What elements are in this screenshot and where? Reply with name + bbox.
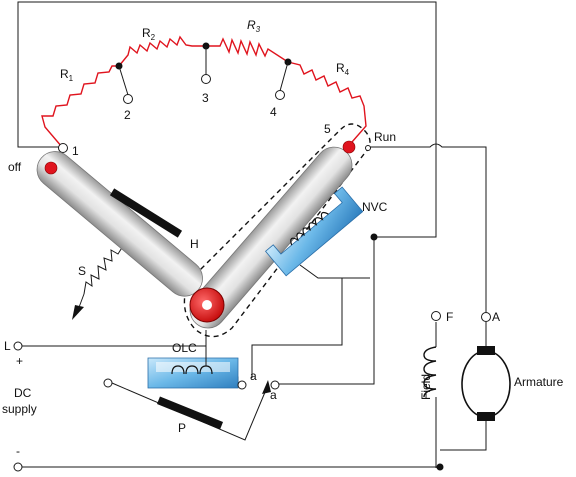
wire-pressure <box>111 382 269 441</box>
wire-armature-bottom <box>440 417 487 451</box>
plus-label: + <box>16 354 23 368</box>
olc-coil <box>147 346 239 389</box>
stud-5-label: 5 <box>324 122 331 136</box>
contact-a2-label: a <box>270 388 277 402</box>
stud-4-label: 4 <box>270 105 277 119</box>
handle-contact-off <box>44 161 58 175</box>
field-coil <box>423 346 437 398</box>
stud-2-terminal <box>123 94 133 104</box>
tap-lead <box>118 65 129 96</box>
armature <box>461 312 511 421</box>
armature-body <box>461 350 511 418</box>
stud-4-terminal <box>275 90 285 100</box>
wire-nvc-bus <box>279 237 375 385</box>
pressure-label: P <box>178 421 186 435</box>
pressure-lever <box>156 396 224 430</box>
armature-brush-bottom <box>477 412 495 421</box>
line-label: L <box>4 339 11 353</box>
handle-arm-left <box>36 151 203 297</box>
spring-coil <box>83 237 129 295</box>
run-label: Run <box>374 130 396 144</box>
field-terminal-label: F <box>446 310 453 324</box>
spring-arrow <box>72 305 84 320</box>
field-terminal <box>431 311 441 321</box>
contact-a1-label: a <box>250 369 257 383</box>
field-winding <box>423 311 441 398</box>
resistor-r3-label: R3 <box>247 18 261 34</box>
stud-2-label: 2 <box>124 108 131 122</box>
supply-label-line1: DC <box>14 386 32 400</box>
armature-brush-top <box>477 346 495 355</box>
pressure-terminal <box>103 378 113 388</box>
nvc-frame <box>264 186 364 277</box>
olc-frame-highlight <box>156 362 230 372</box>
nvc-label: NVC <box>362 200 388 214</box>
contact-a1-terminal <box>237 380 247 390</box>
resistor-r4-label: R4 <box>336 61 350 77</box>
handle-contact-run <box>342 140 356 154</box>
resistor-r3 <box>206 37 289 63</box>
stud-3-label: 3 <box>202 91 209 105</box>
off-label: off <box>8 160 22 174</box>
contact-a2-terminal <box>270 380 280 390</box>
wire-run-to-armature <box>370 143 487 312</box>
stud-3-terminal <box>201 74 211 84</box>
nvc-winding <box>290 211 329 246</box>
wire-nvc-left <box>251 264 343 378</box>
junction-dot <box>370 233 378 241</box>
resistor-r2 <box>118 35 206 67</box>
armature-label: Armature <box>514 375 564 389</box>
spring-label: S <box>78 264 86 278</box>
resistor-r1-label: R1 <box>60 67 74 83</box>
negative-terminal <box>13 462 23 472</box>
minus-label: - <box>16 444 20 458</box>
wire-top-loop <box>17 1 437 238</box>
line-terminal <box>13 341 23 351</box>
resistor-chain <box>41 35 367 148</box>
supply-label-line2: supply <box>2 402 37 416</box>
resistor-r4 <box>287 61 367 143</box>
resistor-r2-label: R2 <box>142 26 156 42</box>
field-label: Field <box>419 374 433 400</box>
starter-handle <box>36 123 371 338</box>
stud-1-terminal <box>58 143 68 153</box>
handle-pivot-center <box>202 300 212 310</box>
resistor-r1 <box>41 65 119 148</box>
junction-dot <box>436 463 444 471</box>
run-terminal <box>365 145 371 151</box>
stud-1-label: 1 <box>72 144 79 158</box>
spring <box>72 237 129 320</box>
pressure-arrow <box>262 380 271 394</box>
armature-terminal <box>481 312 491 322</box>
armature-terminal-label: A <box>492 310 500 324</box>
nvc-coil <box>264 186 364 277</box>
olc-label: OLC <box>172 341 197 355</box>
handle-black-bar <box>109 188 183 238</box>
tap-lead <box>279 61 289 92</box>
handle-label: H <box>190 237 199 251</box>
